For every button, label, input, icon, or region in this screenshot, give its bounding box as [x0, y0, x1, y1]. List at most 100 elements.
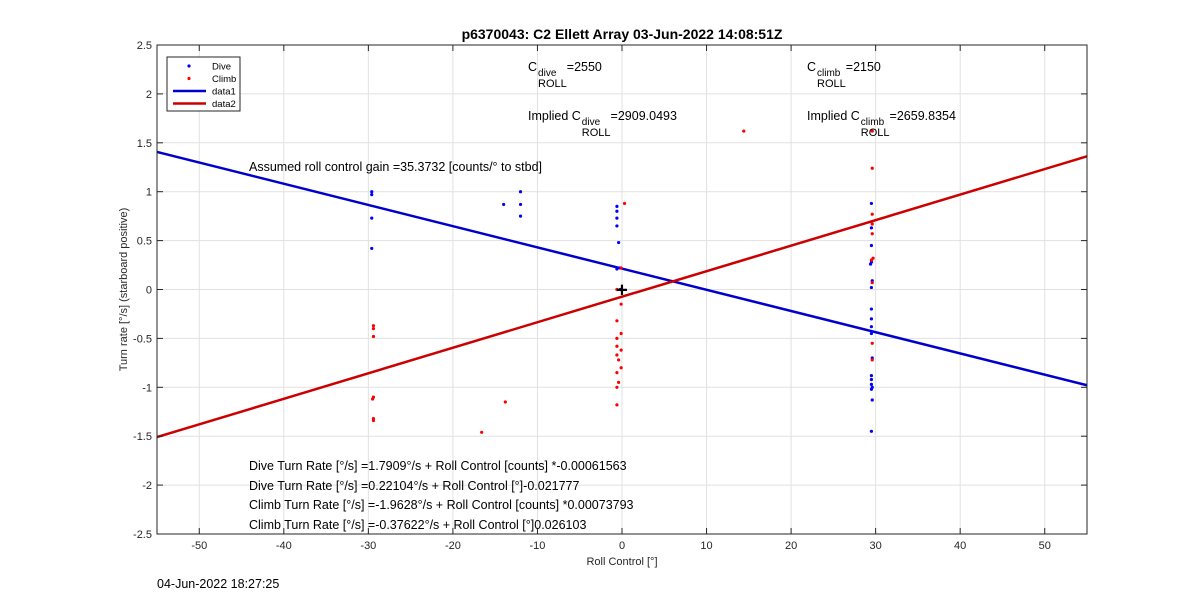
- climb-point: [615, 336, 619, 340]
- climb-point: [370, 397, 375, 401]
- x-tick-label: 10: [700, 540, 712, 552]
- climb-fit-degrees-equation: Climb Turn Rate [°/s] =-0.37622°/s + Rol…: [249, 518, 587, 532]
- roll-gain-annotation: Assumed roll control gain =35.3732 [coun…: [249, 160, 543, 174]
- climb-point: [480, 430, 484, 434]
- legend-label-dive: Dive: [212, 62, 231, 73]
- climb-point: [615, 344, 619, 348]
- dive-point: [869, 226, 874, 230]
- dive-point: [518, 190, 523, 194]
- climb-point: [503, 400, 507, 404]
- climb-point: [617, 358, 621, 362]
- dive-point: [615, 267, 619, 271]
- y-tick-label: -1: [142, 382, 152, 394]
- x-tick-label: -10: [530, 540, 546, 552]
- dive-point: [518, 202, 523, 207]
- climb-point: [371, 327, 376, 331]
- x-tick-label: -40: [276, 540, 292, 552]
- y-tick-label: -0.5: [133, 333, 152, 345]
- climb-point: [870, 129, 874, 133]
- y-axis-label: Turn rate [°/s] (starboard positive): [118, 208, 130, 372]
- climb-point: [615, 403, 619, 407]
- climb-point: [742, 129, 746, 133]
- dive-point: [869, 331, 874, 336]
- dive-point: [615, 204, 619, 208]
- dive-point: [869, 382, 874, 386]
- dive-point: [869, 325, 874, 329]
- dive-point: [617, 240, 621, 245]
- climb-point: [870, 358, 874, 362]
- fit-line-data2: [156, 155, 1088, 439]
- c-roll-climb-sub: ROLL: [817, 78, 846, 90]
- climb-point: [615, 385, 619, 389]
- climb-point: [615, 371, 619, 375]
- c-roll-dive-value: =2550: [566, 60, 602, 74]
- climb-fit-counts-equation: Climb Turn Rate [°/s] =-1.9628°/s + Roll…: [249, 498, 634, 512]
- climb-point: [371, 418, 376, 423]
- x-tick-label: -30: [360, 540, 376, 552]
- y-tick-label: -2.5: [133, 529, 152, 541]
- dive-point: [618, 287, 622, 292]
- x-tick-label: -50: [191, 540, 207, 552]
- climb-point: [870, 232, 874, 236]
- dive-point: [869, 317, 874, 321]
- climb-point: [870, 341, 874, 345]
- dive-point: [370, 190, 374, 194]
- dive-point: [615, 209, 619, 213]
- x-tick-label: -20: [445, 540, 461, 552]
- x-tick-label: 50: [1039, 540, 1051, 552]
- footer-timestamp: 04-Jun-2022 18:27:25: [157, 577, 280, 591]
- y-tick-label: 0.5: [137, 236, 152, 248]
- climb-point: [615, 319, 619, 323]
- climb-point: [870, 281, 874, 285]
- x-axis-label: Roll Control [°]: [586, 556, 657, 568]
- dive-fit-counts-equation: Dive Turn Rate [°/s] =1.7909°/s + Roll C…: [249, 459, 627, 473]
- y-tick-label: 0: [146, 285, 152, 297]
- implied-climb-prefix: Implied C: [807, 109, 860, 123]
- x-tick-label: 20: [785, 540, 797, 552]
- c-roll-climb-value: =2150: [845, 60, 881, 74]
- legend-marker-climb: [187, 76, 191, 81]
- dive-point: [370, 246, 374, 251]
- dive-point: [869, 307, 874, 311]
- climb-point: [870, 212, 874, 216]
- legend-label-data1: data1: [212, 87, 236, 98]
- legend-box: [166, 56, 241, 112]
- legend-marker-dive: [187, 64, 191, 68]
- x-tick-label: 30: [870, 540, 882, 552]
- climb-point: [870, 166, 874, 170]
- dive-point: [870, 398, 874, 402]
- x-tick-label: 40: [954, 540, 966, 552]
- dive-point: [615, 216, 619, 220]
- dive-point: [615, 224, 619, 228]
- y-tick-label: 1.5: [137, 138, 152, 150]
- y-tick-label: 1: [146, 187, 152, 199]
- implied-dive-value: =2909.0493: [610, 109, 677, 123]
- c-roll-climb-sup: climb: [817, 68, 841, 79]
- dive-point: [518, 214, 523, 218]
- implied-climb-sup: climb: [860, 117, 885, 128]
- y-tick-label: 2.5: [137, 40, 152, 52]
- climb-point: [619, 266, 623, 270]
- climb-point: [622, 201, 627, 206]
- origin-marker: +: [616, 280, 628, 302]
- climb-point: [869, 258, 874, 262]
- chart-title: p6370043: C2 Ellett Array 03-Jun-2022 14…: [462, 26, 783, 42]
- dive-point: [868, 262, 873, 266]
- climb-point: [619, 331, 623, 336]
- climb-point: [615, 287, 619, 292]
- implied-climb-value: =2659.8354: [889, 109, 956, 123]
- climb-point: [371, 324, 376, 328]
- y-tick-label: -1.5: [133, 431, 152, 443]
- climb-point: [617, 380, 621, 385]
- c-roll-climb-prefix: C: [807, 60, 817, 74]
- implied-dive-sup: dive: [581, 117, 601, 128]
- legend-label-data2: data2: [212, 99, 236, 110]
- y-tick-label: -2: [142, 480, 152, 492]
- c-roll-dive-sub: ROLL: [538, 78, 567, 90]
- climb-point: [615, 353, 619, 357]
